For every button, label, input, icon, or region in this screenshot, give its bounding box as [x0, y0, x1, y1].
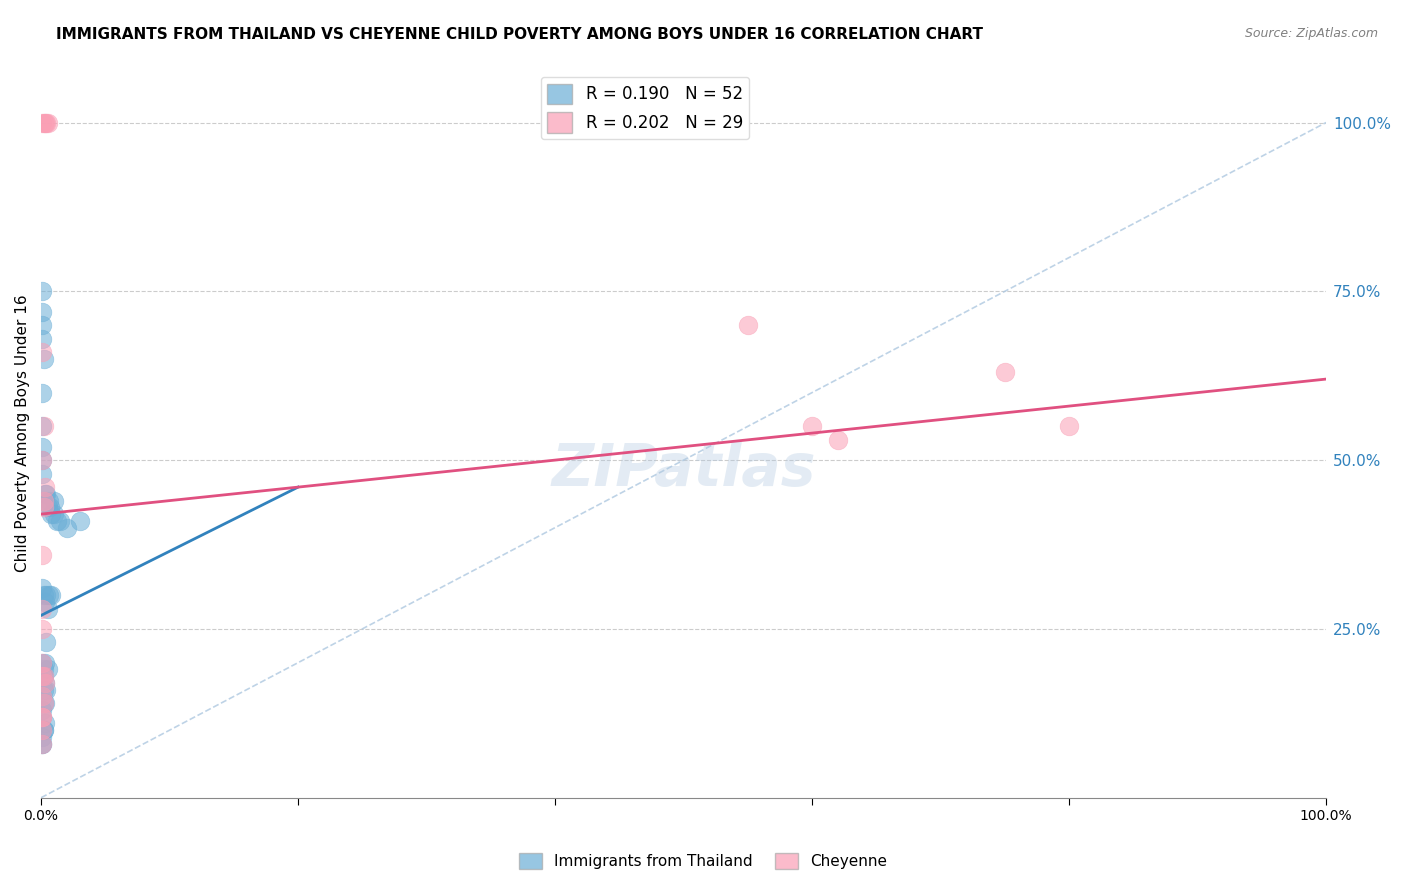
Point: [31, 345, 53, 359]
Point: [31, 115, 53, 129]
Point: [31, 690, 53, 704]
Point: [35, 115, 58, 129]
Point: [31, 669, 53, 683]
Text: ZIPatlas: ZIPatlas: [551, 441, 815, 498]
Point: [31, 690, 53, 704]
Point: [34, 115, 56, 129]
Point: [32, 493, 55, 508]
Point: [32, 696, 55, 710]
Point: [32, 493, 55, 508]
Point: [31, 318, 53, 332]
Point: [34, 487, 56, 501]
Point: [31, 548, 53, 562]
Point: [31, 656, 53, 670]
Point: [31, 453, 53, 467]
Point: [37, 500, 59, 515]
Point: [32, 723, 55, 738]
Point: [31, 419, 53, 434]
Point: [31, 709, 53, 723]
Text: IMMIGRANTS FROM THAILAND VS CHEYENNE CHILD POVERTY AMONG BOYS UNDER 16 CORRELATI: IMMIGRANTS FROM THAILAND VS CHEYENNE CHI…: [56, 27, 983, 42]
Point: [34, 676, 56, 690]
Point: [32, 723, 55, 738]
Point: [31, 703, 53, 717]
Point: [32, 682, 55, 697]
Point: [31, 582, 53, 596]
Point: [38, 493, 60, 508]
Point: [32, 662, 55, 676]
Point: [32, 419, 55, 434]
Point: [41, 507, 63, 521]
Point: [42, 507, 65, 521]
Point: [827, 433, 849, 447]
Point: [31, 723, 53, 738]
Point: [34, 676, 56, 690]
Point: [42, 493, 65, 508]
Text: Source: ZipAtlas.com: Source: ZipAtlas.com: [1244, 27, 1378, 40]
Point: [32, 696, 55, 710]
Point: [31, 737, 53, 751]
Point: [35, 588, 58, 602]
Point: [31, 723, 53, 738]
Point: [49, 514, 72, 528]
Point: [32, 669, 55, 683]
Point: [41, 588, 63, 602]
Point: [32, 588, 55, 602]
Point: [45, 514, 67, 528]
Point: [37, 601, 59, 615]
Point: [35, 635, 58, 649]
Point: [31, 656, 53, 670]
Point: [801, 419, 824, 434]
Point: [32, 500, 55, 515]
Point: [32, 351, 55, 366]
Point: [31, 285, 53, 299]
Point: [35, 487, 58, 501]
Point: [69, 514, 91, 528]
Point: [31, 453, 53, 467]
Point: [56, 520, 79, 534]
Point: [994, 365, 1017, 379]
Point: [34, 595, 56, 609]
Point: [37, 115, 59, 129]
Point: [31, 730, 53, 744]
Point: [31, 332, 53, 346]
Point: [37, 662, 59, 676]
Point: [31, 709, 53, 723]
Point: [38, 588, 60, 602]
Point: [34, 480, 56, 494]
Point: [737, 318, 759, 332]
Point: [31, 385, 53, 400]
Point: [31, 737, 53, 751]
Point: [31, 601, 53, 615]
Point: [34, 656, 56, 670]
Point: [31, 669, 53, 683]
Y-axis label: Child Poverty Among Boys Under 16: Child Poverty Among Boys Under 16: [15, 294, 30, 572]
Point: [31, 467, 53, 481]
Point: [31, 709, 53, 723]
Legend: R = 0.190   N = 52, R = 0.202   N = 29: R = 0.190 N = 52, R = 0.202 N = 29: [540, 77, 749, 139]
Point: [31, 440, 53, 454]
Point: [31, 304, 53, 318]
Point: [35, 682, 58, 697]
Point: [34, 696, 56, 710]
Point: [31, 737, 53, 751]
Point: [31, 622, 53, 636]
Legend: Immigrants from Thailand, Cheyenne: Immigrants from Thailand, Cheyenne: [512, 847, 894, 875]
Point: [1057, 419, 1080, 434]
Point: [32, 115, 55, 129]
Point: [34, 716, 56, 731]
Point: [32, 669, 55, 683]
Point: [39, 500, 62, 515]
